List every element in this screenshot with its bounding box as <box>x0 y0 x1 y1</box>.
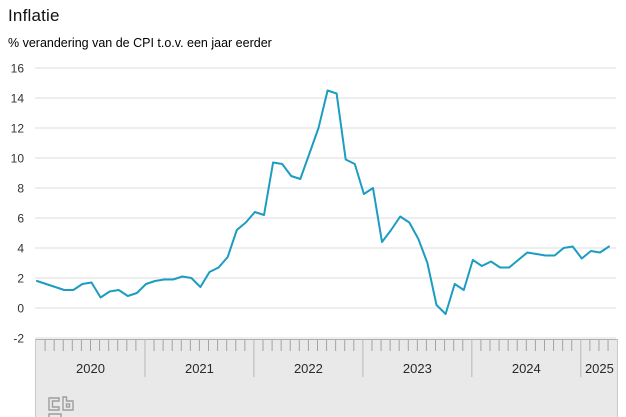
year-label: 2024 <box>512 361 541 376</box>
year-label: 2025 <box>585 361 614 376</box>
timeline-range-selector[interactable] <box>35 339 618 417</box>
y-axis-label: 8 <box>17 182 24 196</box>
inflation-line[interactable] <box>36 89 610 315</box>
y-axis-label: 0 <box>17 302 24 316</box>
cbs-logo <box>48 396 74 417</box>
year-label: 2022 <box>294 361 323 376</box>
year-label: 2021 <box>185 361 214 376</box>
y-axis-label: 10 <box>11 152 25 166</box>
page-title: Inflatie <box>8 6 60 25</box>
y-axis-label: 6 <box>17 212 24 226</box>
y-axis-label: 16 <box>11 62 25 76</box>
y-axis-label: 14 <box>11 92 25 106</box>
y-axis-label: -2 <box>13 332 24 346</box>
y-axis-label: 2 <box>17 272 24 286</box>
chart-subtitle: % verandering van de CPI t.o.v. een jaar… <box>8 36 272 50</box>
y-axis-label: 12 <box>11 122 25 136</box>
year-label: 2023 <box>403 361 432 376</box>
y-axis-label: 4 <box>17 242 24 256</box>
year-label: 2020 <box>76 361 105 376</box>
